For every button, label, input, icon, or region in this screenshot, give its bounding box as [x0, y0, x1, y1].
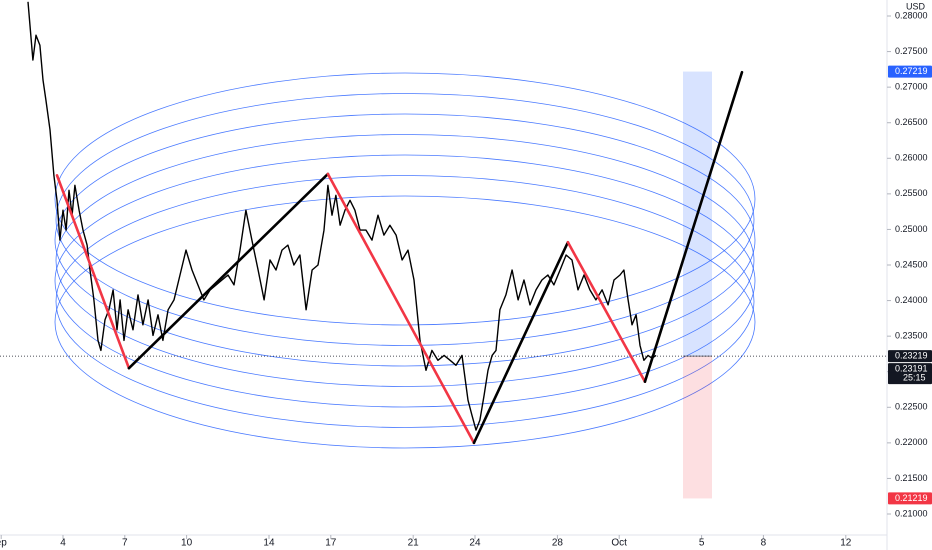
- price-line: [27, 1, 657, 431]
- pattern-segment: [127, 172, 330, 370]
- plot-area: [0, 1, 887, 499]
- x-tick-label: 21: [408, 538, 420, 549]
- pattern-segment: [55, 174, 131, 370]
- pattern-segment: [472, 240, 570, 445]
- currency-label: USD: [906, 1, 926, 11]
- ellipse-drawing: [54, 72, 756, 326]
- x-tick-label: 14: [263, 538, 275, 549]
- ellipse-drawing: [54, 195, 756, 449]
- x-tick-label: 10: [181, 538, 193, 549]
- position-stop-zone: [683, 356, 712, 499]
- y-tick-label: 0.24000: [895, 295, 928, 305]
- y-tick-label: 0.27000: [895, 82, 928, 92]
- ellipse-drawing: [54, 113, 756, 367]
- x-tick-label: 17: [325, 538, 337, 549]
- y-tick-label: 0.25500: [895, 188, 928, 198]
- y-tick-label: 0.22000: [895, 437, 928, 447]
- price-badge: [888, 350, 932, 363]
- ellipse-drawing: [55, 175, 755, 428]
- y-tick-label: 0.25000: [895, 224, 928, 234]
- x-tick-label: 12: [840, 538, 852, 549]
- x-tick-label: 28: [552, 538, 564, 549]
- y-tick-label: 0.26000: [895, 153, 928, 163]
- price-badge-label: 0.23191: [895, 364, 928, 374]
- y-tick-label: 0.21500: [895, 473, 928, 483]
- x-tick-label: ep: [0, 538, 7, 549]
- y-tick-label: 0.28000: [895, 10, 928, 20]
- countdown-label: 25:15: [903, 373, 926, 383]
- price-badge-label: 0.23219: [895, 351, 928, 361]
- ellipse-drawing: [55, 134, 755, 387]
- y-tick-label: 0.23500: [895, 331, 928, 341]
- y-tick-label: 0.26500: [895, 117, 928, 127]
- x-tick-label: 24: [469, 538, 481, 549]
- y-tick-label: 0.21000: [895, 508, 928, 518]
- price-badge: [888, 492, 932, 505]
- x-tick-label: Oct: [611, 538, 627, 549]
- price-badge-label: 0.27219: [895, 66, 928, 76]
- price-badge: [888, 363, 932, 376]
- pattern-segment: [566, 240, 647, 383]
- x-tick-label: 7: [122, 538, 128, 549]
- x-tick-label: 5: [699, 538, 705, 549]
- pattern-segment: [643, 70, 744, 383]
- price-badge-label: 0.21219: [895, 493, 928, 503]
- ellipse-drawing: [55, 93, 755, 346]
- x-tick-label: 4: [60, 538, 66, 549]
- countdown-badge: [888, 372, 932, 385]
- ellipse-drawing: [54, 154, 756, 408]
- y-tick-label: 0.27500: [895, 46, 928, 56]
- pattern-segment: [326, 172, 476, 445]
- x-tick-label: 8: [761, 538, 767, 549]
- y-tick-label: 0.22500: [895, 402, 928, 412]
- price-badge: [888, 65, 932, 78]
- y-tick-label: 0.24500: [895, 259, 928, 269]
